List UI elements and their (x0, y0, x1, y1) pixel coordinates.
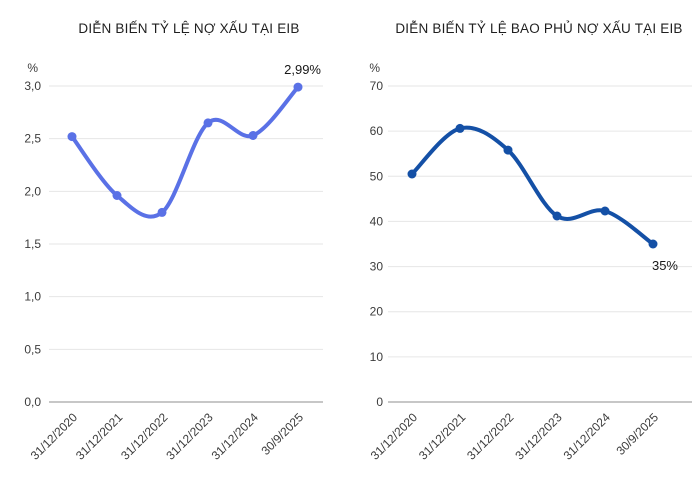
x-axis-label: 31/12/2024 (561, 410, 614, 463)
y-tick-label: 1,5 (24, 237, 41, 251)
coverage-trend-line (410, 125, 655, 246)
data-point (203, 118, 213, 128)
npl-chart-canvas: 3,02,52,01,51,00,50,0%31/12/202031/12/20… (24, 61, 323, 463)
last-value-annotation: 35% (652, 258, 678, 273)
x-axis-label: 31/12/2023 (512, 410, 565, 463)
y-tick-label: 50 (370, 169, 384, 183)
data-point (67, 132, 77, 142)
coverage-chart-canvas: 706050403020100%31/12/202031/12/202131/1… (368, 61, 692, 463)
data-point (157, 207, 167, 217)
coverage-ratio-plot: 70 60 50 40 30 20 10 0% 31/12/2020 31/12/2021 31/1… (350, 50, 700, 500)
y-tick-label: 40 (370, 214, 384, 228)
x-axis-label: 30/9/2025 (258, 410, 306, 458)
data-point (600, 206, 610, 216)
last-value-annotation: 2,99% (284, 62, 321, 77)
y-tick-label: 1,0 (24, 290, 41, 304)
y-tick-label: 30 (370, 260, 384, 274)
data-point (293, 82, 303, 92)
y-tick-label: 0 (376, 395, 383, 409)
data-point (648, 239, 658, 249)
x-axis-label: 31/12/2023 (163, 410, 216, 463)
data-point (248, 131, 258, 140)
y-tick-label: 60 (370, 124, 384, 138)
y-tick-label: 70 (370, 79, 384, 93)
y-tick-label: 0,5 (24, 342, 41, 356)
x-axis-label: 31/12/2021 (416, 410, 469, 463)
npl-trend-line (70, 85, 300, 219)
y-axis-unit-label: % (369, 61, 380, 75)
y-tick-label: 0,0 (24, 395, 41, 409)
x-axis-label: 31/12/2021 (73, 410, 126, 463)
y-tick-label: 3,0 (24, 79, 41, 93)
npl-ratio-chart: DIỄN BIẾN TỶ LỆ NỢ XẤU TẠI EIB 3,0 2,5 2,0… (0, 21, 350, 500)
y-tick-label: 20 (370, 305, 384, 319)
data-point (552, 211, 562, 221)
data-point (455, 123, 465, 133)
data-point (407, 169, 417, 179)
coverage-ratio-chart: DIỄN BIẾN TỶ LỆ BAO PHỦ NỢ XẤU TẠI EIB 7… (350, 0, 700, 500)
data-point (112, 191, 122, 200)
y-axis-unit-label: % (27, 61, 38, 75)
y-tick-label: 2,5 (24, 132, 41, 146)
npl-ratio-chart-title: DIỄN BIẾN TỶ LỆ NỢ XẤU TẠI EIB (78, 21, 300, 36)
y-tick-label: 2,0 (24, 184, 41, 198)
y-tick-label: 10 (370, 350, 384, 364)
data-point (503, 145, 513, 155)
x-axis-label: 30/9/2025 (613, 410, 661, 458)
x-axis-label: 31/12/2022 (464, 410, 517, 463)
x-axis-label: 31/12/2022 (118, 410, 171, 463)
npl-ratio-plot: 3,0 2,5 2,0 1,5 1,0 0,5 0,0% 31/12/2020 31/12/20… (0, 50, 350, 500)
x-axis-label: 31/12/2020 (368, 410, 421, 463)
x-axis-label: 31/12/2024 (209, 410, 262, 463)
x-axis-label: 31/12/2020 (28, 410, 81, 463)
coverage-ratio-chart-title: DIỄN BIẾN TỶ LỆ BAO PHỦ NỢ XẤU TẠI EIB (395, 21, 683, 36)
